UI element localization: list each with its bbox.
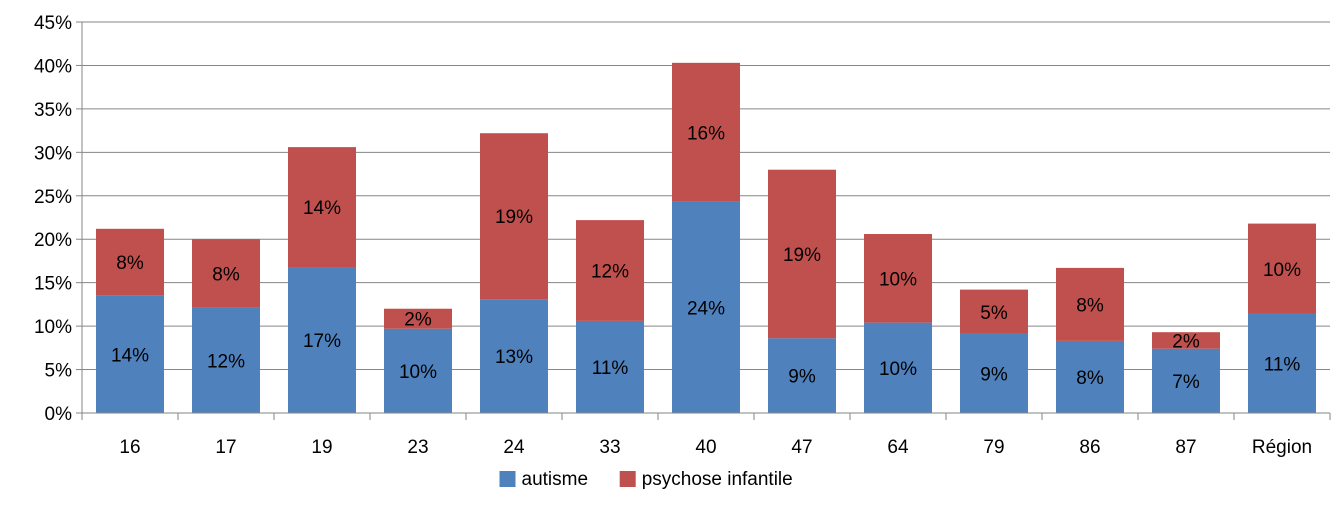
data-label: 8% <box>116 253 144 274</box>
data-label: 13% <box>495 347 533 368</box>
y-tick-label: 0% <box>45 404 73 425</box>
data-label: 19% <box>783 245 821 266</box>
data-label: 10% <box>399 362 437 383</box>
data-label: 16% <box>687 123 725 144</box>
data-label: 7% <box>1172 372 1200 393</box>
y-tick-label: 45% <box>34 13 72 34</box>
y-tick-label: 20% <box>34 230 72 251</box>
data-label: 10% <box>1263 260 1301 281</box>
legend-label: autisme <box>522 469 589 490</box>
y-tick-label: 35% <box>34 100 72 121</box>
data-label: 12% <box>591 262 629 283</box>
bars <box>96 62 1316 413</box>
x-tick-label: 23 <box>407 437 428 458</box>
bar-psychose-infantile <box>384 308 452 329</box>
data-label: 2% <box>404 310 432 331</box>
bar-autisme <box>480 299 548 413</box>
data-labels: 14% 8% 12% 8% 17% 14% 10% 2% 13% 19% 11% 12% 24% 16% 9… <box>111 123 1301 393</box>
bar-psychose-infantile <box>768 169 836 339</box>
bar-autisme <box>288 267 356 413</box>
data-label: 14% <box>111 345 149 366</box>
bar-autisme <box>768 338 836 413</box>
x-tick-label: 87 <box>1175 437 1196 458</box>
x-tick-label: 33 <box>599 437 620 458</box>
y-tick-label: 40% <box>34 56 72 77</box>
data-label: 2% <box>1172 331 1200 352</box>
x-tick-label: 16 <box>119 437 140 458</box>
x-tick-label: 47 <box>791 437 812 458</box>
x-tick-label: 19 <box>311 437 332 458</box>
bar-autisme <box>1056 340 1124 413</box>
x-tick-label: 86 <box>1079 437 1100 458</box>
bar-autisme <box>384 328 452 413</box>
bar-psychose-infantile <box>288 147 356 268</box>
data-label: 10% <box>879 269 917 290</box>
bar-autisme <box>672 201 740 413</box>
bar-psychose-infantile <box>672 62 740 202</box>
legend-swatch <box>499 471 516 487</box>
x-tick-label: Région <box>1252 437 1312 458</box>
data-label: 11% <box>592 358 629 379</box>
bar-psychose-infantile <box>960 289 1028 334</box>
data-label: 19% <box>495 207 533 228</box>
x-tick-label: 64 <box>887 437 909 458</box>
bar-psychose-infantile <box>1056 267 1124 341</box>
y-tick-label: 30% <box>34 143 72 164</box>
data-label: 9% <box>980 364 1008 385</box>
data-label: 9% <box>788 367 816 388</box>
x-tick-label: 40 <box>695 437 716 458</box>
data-label: 8% <box>212 265 240 286</box>
y-tick-label: 10% <box>34 317 72 338</box>
bar-autisme <box>96 295 164 413</box>
bar-psychose-infantile <box>1152 332 1220 349</box>
bar-psychose-infantile <box>96 228 164 296</box>
bar-psychose-infantile <box>192 239 260 308</box>
data-label: 10% <box>879 359 917 380</box>
data-label: 8% <box>1076 368 1104 389</box>
bar-psychose-infantile <box>1248 223 1316 314</box>
bar-psychose-infantile <box>480 133 548 300</box>
data-label: 12% <box>207 351 245 372</box>
y-tick-label: 15% <box>34 274 72 295</box>
bar-autisme <box>192 307 260 413</box>
y-tick-label: 25% <box>34 187 72 208</box>
x-tick-label: 24 <box>503 437 525 458</box>
bar-autisme <box>1152 348 1220 413</box>
bar-autisme <box>960 333 1028 413</box>
bar-autisme <box>864 322 932 413</box>
x-tick-label: 17 <box>215 437 236 458</box>
data-label: 24% <box>687 298 725 319</box>
legend: autisme psychose infantile <box>499 469 793 490</box>
bar-psychose-infantile <box>576 220 644 321</box>
x-tick-label: 79 <box>983 437 1004 458</box>
legend-swatch <box>619 471 636 487</box>
data-label: 17% <box>303 331 341 352</box>
bar-psychose-infantile <box>864 234 932 323</box>
y-tick-label: 5% <box>45 361 73 382</box>
data-label: 8% <box>1076 295 1104 316</box>
legend-label: psychose infantile <box>642 469 793 490</box>
data-label: 11% <box>1264 354 1301 375</box>
bar-autisme <box>576 320 644 413</box>
data-label: 14% <box>303 198 341 219</box>
data-label: 5% <box>980 303 1008 324</box>
bar-autisme <box>1248 313 1316 413</box>
axes: 0% 5% 10% 15% 20% 25% 30% 35% 40% 45% 16 17 19 23 24 33… <box>34 13 1331 458</box>
